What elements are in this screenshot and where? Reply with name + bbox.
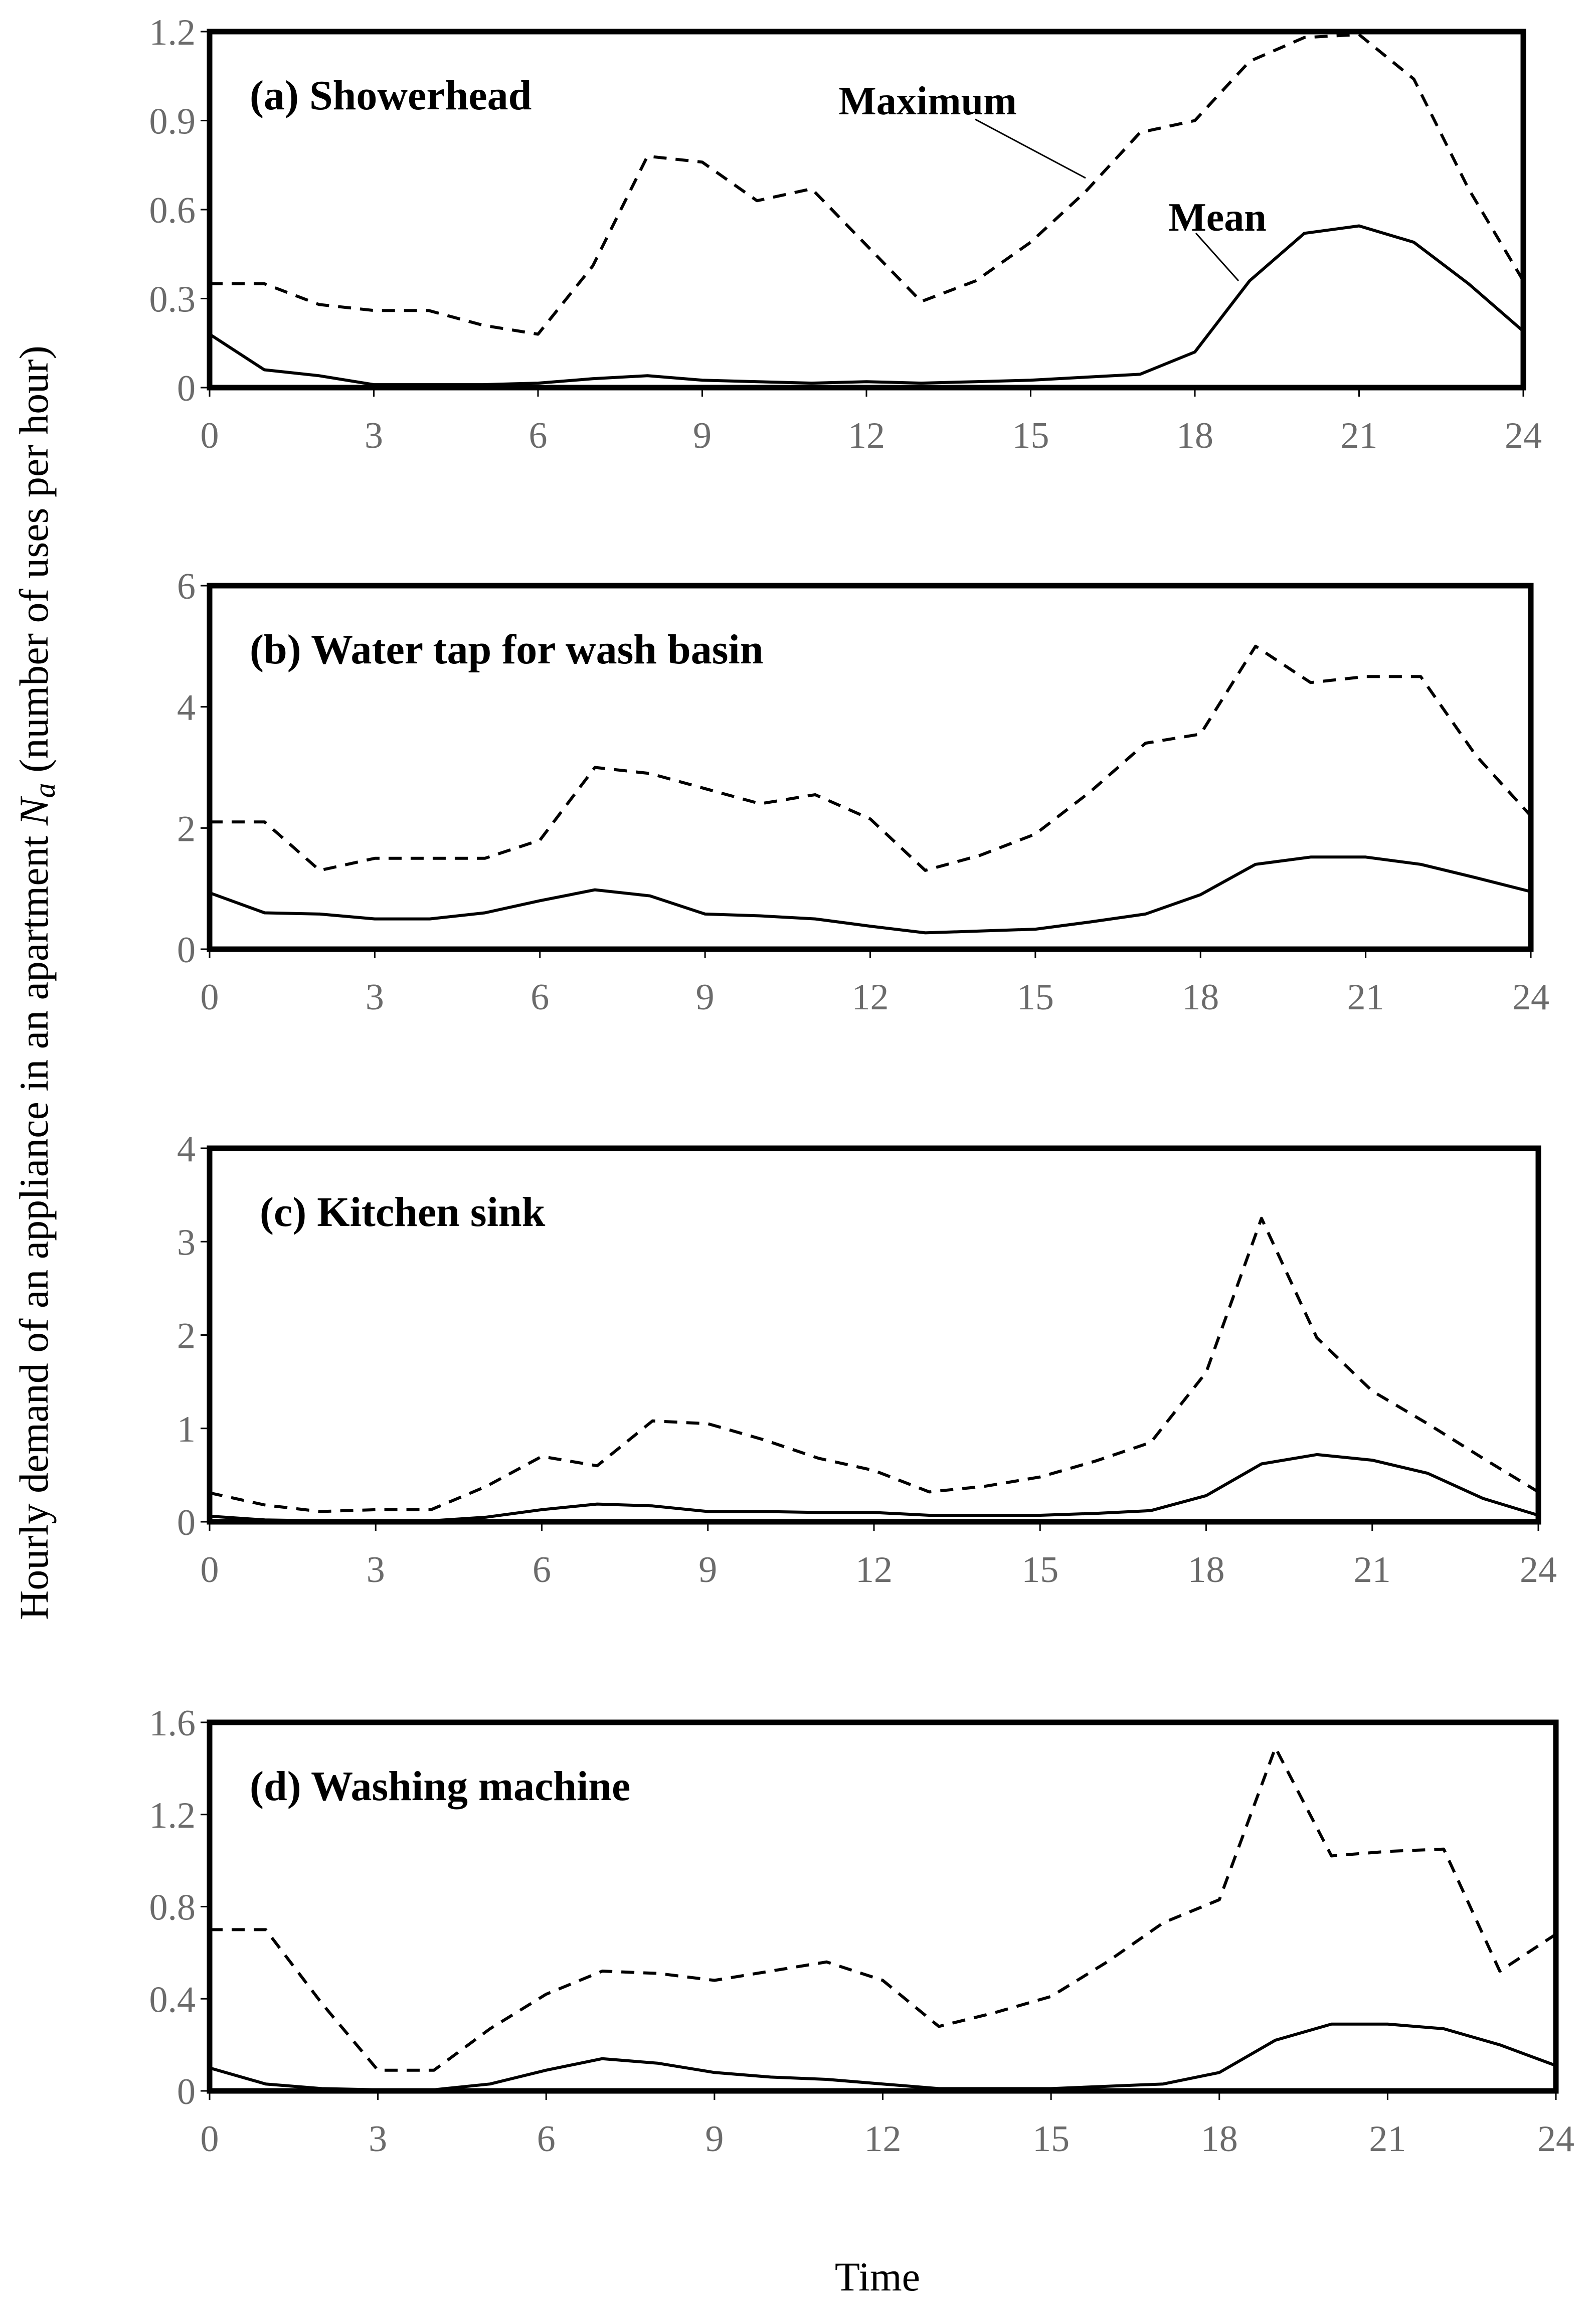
y-tick-label: 0.4 bbox=[149, 1979, 196, 2020]
y-tick-label: 4 bbox=[177, 687, 196, 729]
series-maximum-line-d bbox=[210, 1746, 1557, 2072]
y-tick-label: 1 bbox=[177, 1409, 196, 1450]
annotation-mean: Mean bbox=[1168, 196, 1267, 240]
panel-d: 0 0.4 0.8 1.2 1.6 0 3 6 9 12 15 18 21 24 (d) Washing m… bbox=[149, 1703, 1575, 2160]
x-tick-label: 15 bbox=[1012, 415, 1049, 456]
y-tick-label: 0 bbox=[177, 930, 196, 971]
annotation-mean-leader bbox=[1195, 232, 1239, 282]
x-tick-label: 15 bbox=[1021, 1549, 1058, 1590]
panel-title-c: (c) Kitchen sink bbox=[260, 1189, 546, 1235]
x-tick-label: 0 bbox=[201, 2118, 219, 2160]
y-axis-title: Hourly demand of an appliance in an apar… bbox=[11, 345, 61, 1620]
x-tick-label: 21 bbox=[1369, 2118, 1406, 2160]
y-tick-label: 1.6 bbox=[149, 1703, 196, 1744]
x-tick-label: 9 bbox=[705, 2118, 724, 2160]
series-mean-line-a bbox=[209, 224, 1524, 387]
x-tick-label: 9 bbox=[698, 1549, 717, 1590]
y-tick-label: 1.2 bbox=[149, 12, 196, 53]
y-axis-title-symbol: N bbox=[11, 796, 57, 826]
x-tick-label: 18 bbox=[1201, 2118, 1238, 2160]
x-tick-label: 3 bbox=[367, 1549, 385, 1590]
y-tick-label: 1.2 bbox=[149, 1795, 196, 1836]
series-maximum-line-b bbox=[210, 644, 1532, 872]
x-axis-title: Time bbox=[835, 2254, 920, 2299]
panel-title-a: (a) Showerhead bbox=[250, 72, 531, 119]
series-mean-line-d bbox=[209, 2022, 1557, 2091]
x-tick-label: 6 bbox=[533, 1549, 551, 1590]
series-mean-line-b bbox=[209, 855, 1531, 935]
y-tick-label: 0 bbox=[177, 2071, 196, 2112]
x-tick-label: 21 bbox=[1347, 977, 1384, 1018]
x-tick-label: 24 bbox=[1512, 977, 1549, 1018]
x-tick-label: 12 bbox=[848, 415, 885, 456]
x-tick-label: 0 bbox=[201, 415, 219, 456]
x-tick-label: 6 bbox=[537, 2118, 556, 2160]
series-mean-line-c bbox=[209, 1453, 1539, 1523]
x-tick-label: 3 bbox=[365, 415, 383, 456]
y-tick-label: 0.6 bbox=[149, 190, 196, 231]
x-tick-label: 24 bbox=[1520, 1549, 1557, 1590]
x-tick-label: 15 bbox=[1017, 977, 1054, 1018]
x-tick-label: 24 bbox=[1537, 2118, 1574, 2160]
x-tick-label: 18 bbox=[1176, 415, 1213, 456]
panel-title-d: (d) Washing machine bbox=[250, 1763, 630, 1810]
x-tick-label: 9 bbox=[693, 415, 712, 456]
x-tick-label: 6 bbox=[530, 977, 549, 1018]
x-tick-label: 15 bbox=[1032, 2118, 1070, 2160]
annotation-maximum-leader bbox=[975, 118, 1086, 179]
y-axis-title-prefix: Hourly demand of an appliance in an apar… bbox=[11, 825, 57, 1620]
y-tick-label: 6 bbox=[177, 566, 196, 607]
x-tick-label: 6 bbox=[529, 415, 548, 456]
y-axis-title-suffix: (number of uses per hour) bbox=[11, 345, 57, 783]
y-tick-label: 3 bbox=[177, 1222, 196, 1263]
annotations-panel-a: Maximum Mean bbox=[838, 79, 1267, 282]
y-tick-label: 0 bbox=[177, 368, 196, 409]
y-tick-label: 0 bbox=[177, 1502, 196, 1543]
y-tick-label: 0.3 bbox=[149, 279, 196, 320]
y-tick-label: 2 bbox=[177, 1316, 196, 1357]
x-tick-label: 0 bbox=[201, 1549, 219, 1590]
panel-title-b: (b) Water tap for wash basin bbox=[250, 626, 764, 673]
annotation-maximum: Maximum bbox=[838, 79, 1017, 123]
x-tick-label: 0 bbox=[201, 977, 219, 1018]
x-tick-label: 21 bbox=[1341, 415, 1378, 456]
x-tick-label: 18 bbox=[1188, 1549, 1225, 1590]
y-tick-label: 0.8 bbox=[149, 1887, 196, 1928]
x-tick-label: 3 bbox=[369, 2118, 387, 2160]
x-tick-label: 12 bbox=[864, 2118, 902, 2160]
y-tick-label: 4 bbox=[177, 1129, 196, 1170]
series-maximum-line-a bbox=[210, 33, 1525, 336]
x-tick-label: 12 bbox=[855, 1549, 893, 1590]
x-tick-label: 3 bbox=[366, 977, 384, 1018]
y-axis-title-subscript: a bbox=[28, 783, 61, 798]
x-tick-label: 21 bbox=[1354, 1549, 1391, 1590]
series-maximum-line-c bbox=[209, 1216, 1539, 1513]
y-tick-label: 0.9 bbox=[149, 101, 196, 142]
panel-a: 0 0.3 0.6 0.9 1.2 0 3 6 9 12 15 18 21 24 (a) Showerhea… bbox=[149, 12, 1542, 456]
x-tick-label: 24 bbox=[1505, 415, 1542, 456]
x-tick-label: 18 bbox=[1182, 977, 1219, 1018]
x-tick-label: 12 bbox=[852, 977, 889, 1018]
y-tick-label: 2 bbox=[177, 808, 196, 849]
x-tick-label: 9 bbox=[696, 977, 715, 1018]
panels: 00.30.60.91.20 3 6 9 12 15 18 21 24(a) Showerhea… bbox=[149, 12, 1575, 2160]
